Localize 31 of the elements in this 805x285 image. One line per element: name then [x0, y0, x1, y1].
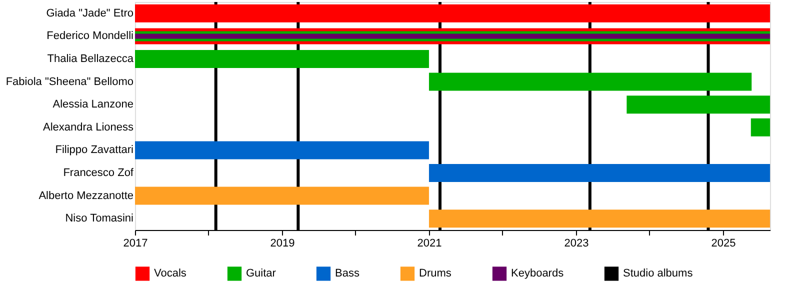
bar — [135, 186, 429, 205]
y-tick-label: Giada "Jade" Etro — [46, 7, 134, 20]
bar — [428, 72, 752, 91]
y-tick-label: Alexandra Lioness — [42, 121, 134, 134]
bar — [428, 210, 770, 228]
x-tick-label: 2017 — [123, 238, 148, 250]
bar — [135, 34, 770, 39]
x-tick-label: 2025 — [711, 238, 736, 250]
y-tick-label: Thalia Bellazecca — [47, 53, 134, 65]
y-tick-label: Niso Tomasini — [65, 212, 134, 225]
legend-label: Vocals — [154, 268, 187, 280]
y-tick-label: Fabiola "Sheena" Bellomo — [6, 76, 134, 88]
bar — [750, 118, 770, 136]
bar — [135, 141, 429, 160]
legend-label: Keyboards — [511, 268, 564, 280]
x-tick-label: 2021 — [417, 238, 442, 250]
y-tick-label: Filippo Zavattari — [55, 144, 134, 156]
y-tick-label: Federico Mondelli — [46, 30, 134, 42]
bar — [135, 50, 429, 68]
y-tick-label: Alessia Lanzone — [52, 98, 134, 111]
bar — [626, 96, 770, 114]
y-tick-label: Alberto Mezzanotte — [38, 190, 134, 202]
bar — [428, 164, 770, 182]
legend-label: Guitar — [246, 268, 276, 280]
bar — [135, 4, 770, 22]
legend-label: Studio albums — [623, 268, 694, 280]
legend-label: Bass — [335, 268, 360, 280]
legend-label: Drums — [419, 268, 452, 280]
x-tick-label: 2019 — [270, 238, 295, 250]
y-tick-label: Francesco Zof — [63, 167, 134, 179]
x-tick-label: 2023 — [564, 238, 589, 250]
